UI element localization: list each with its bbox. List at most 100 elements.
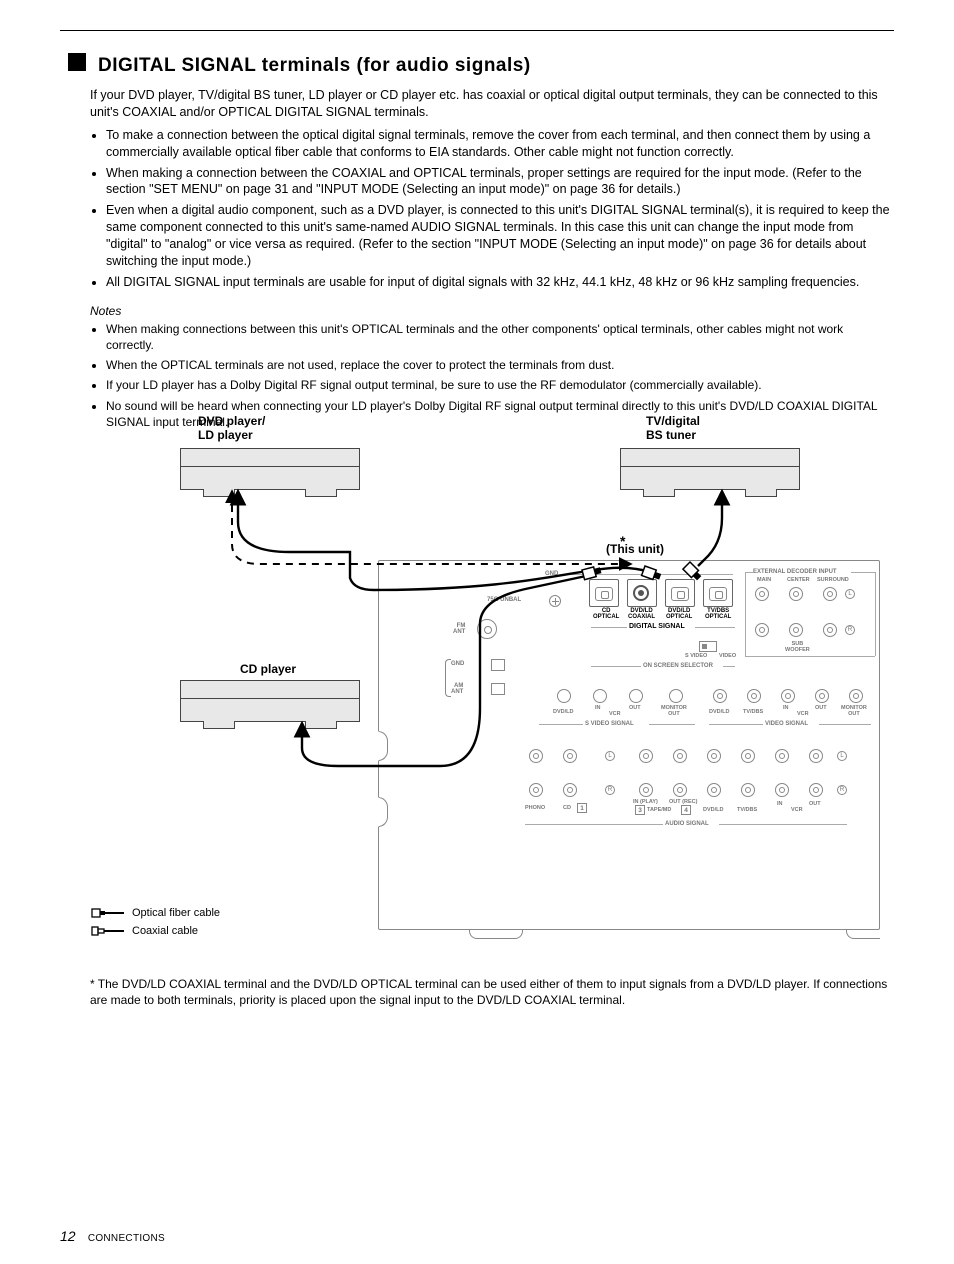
rx-a-tv-lbl: TV/DBS: [737, 807, 757, 813]
rx-a-vin-lbl: IN: [777, 801, 783, 807]
rx-a-vcr-in-r: [775, 783, 789, 797]
rx-a-num1: 1: [577, 803, 587, 813]
rx-a-num3: 3: [635, 805, 645, 815]
receiver-rear-panel: 75Ω UNBAL FM ANT GND AM ANT GND CD OPTIC…: [378, 560, 880, 930]
note-item: If your LD player has a Dolby Digital RF…: [106, 377, 894, 393]
coax-legend-label: Coaxial cable: [132, 925, 198, 937]
rx-v-mon: [849, 689, 863, 703]
rx-v-in-lbl: IN: [783, 705, 789, 711]
rx-a-tape-lbl: TAPE/MD: [647, 807, 671, 813]
rx-a-phono-lbl: PHONO: [525, 805, 545, 811]
rx-ext-surr-l: [823, 587, 837, 601]
rx-tv-opt-label: TV/DBS OPTICAL: [705, 608, 731, 620]
cable-legend: Optical fiber cable Coaxial cable: [90, 906, 220, 942]
intro-bullet: When making a connection between the COA…: [106, 165, 894, 199]
rx-v-out-lbl: OUT: [815, 705, 827, 711]
rx-v-tv: [747, 689, 761, 703]
rx-ext-center-jack: [789, 587, 803, 601]
rx-sv-out-lbl: OUT: [629, 705, 641, 711]
rx-dvd-coax-label: DVD/LD COAXIAL: [628, 608, 655, 620]
rx-a-L-lbl2: L: [837, 751, 847, 761]
rx-a-cd-l: [563, 749, 577, 763]
notes-block: Notes When making connections between th…: [90, 303, 894, 430]
dvd-player-label: DVD player/ LD player: [198, 414, 265, 442]
rx-ext-main-l: [755, 587, 769, 601]
rx-cd-optical-label: CD OPTICAL: [593, 608, 619, 620]
rx-am-post-icon: [491, 683, 505, 695]
rx-a-vcr-lbl: VCR: [791, 807, 803, 813]
rx-a-num4: 4: [681, 805, 691, 815]
rx-a-tape-out-r: [673, 783, 687, 797]
intro-bullet: Even when a digital audio component, suc…: [106, 202, 894, 270]
rx-ext-main-r: [755, 623, 769, 637]
rx-digital-section: DIGITAL SIGNAL: [629, 623, 685, 630]
optical-legend-label: Optical fiber cable: [132, 907, 220, 919]
tv-tuner-box: [620, 448, 800, 490]
tv-tuner-label: TV/digital BS tuner: [646, 414, 700, 442]
rx-sv-dvd-lbl: DVD/LD: [553, 709, 573, 715]
rx-gnd-label: GND: [545, 571, 558, 577]
optical-plug-icon: [90, 906, 124, 920]
coax-plug-icon: [90, 924, 124, 938]
rx-a-tape-out-l: [673, 749, 687, 763]
rx-sv-section: S VIDEO SIGNAL: [585, 721, 634, 727]
rx-v-vcr-out: [815, 689, 829, 703]
rx-ext-l: L: [845, 589, 855, 599]
rx-ext-surr: SURROUND: [817, 577, 849, 583]
rx-v-tv-lbl: TV/DBS: [743, 709, 763, 715]
rx-a-tv-l: [741, 749, 755, 763]
page-footer: 12 CONNECTIONS: [60, 1228, 165, 1244]
rx-sv-vcr-out: [629, 689, 643, 703]
post-diagram-note-text: * The DVD/LD COAXIAL terminal and the DV…: [90, 976, 894, 1008]
rx-fm-jack-icon: [477, 619, 497, 639]
rx-onscreen-switch-icon: [699, 641, 717, 652]
rx-75-unbal: 75Ω UNBAL: [487, 597, 521, 603]
cd-player-box: [180, 680, 360, 722]
rx-sv-in-lbl: IN: [595, 705, 601, 711]
rx-v-dvd-lbl: DVD/LD: [709, 709, 729, 715]
rx-ant-bracket: [445, 659, 451, 697]
cd-player-label: CD player: [240, 662, 296, 676]
rx-a-vcr-in-l: [775, 749, 789, 763]
rx-v-dvd: [713, 689, 727, 703]
note-item: When the OPTICAL terminals are not used,…: [106, 357, 894, 373]
notes-heading: Notes: [90, 303, 894, 319]
rx-sv-mon: [669, 689, 683, 703]
running-head: CONNECTIONS: [88, 1233, 165, 1244]
top-rule: [60, 30, 894, 31]
intro-block: If your DVD player, TV/digital BS tuner,…: [90, 87, 894, 291]
unit-label: (This unit): [606, 542, 664, 556]
rx-a-section: AUDIO SIGNAL: [665, 821, 709, 827]
rx-v-vcr-lbl: VCR: [797, 711, 809, 717]
intro-bullet: All DIGITAL SIGNAL input terminals are u…: [106, 274, 894, 291]
section-heading: DIGITAL SIGNAL terminals (for audio sign…: [98, 55, 531, 77]
intro-para: If your DVD player, TV/digital BS tuner,…: [90, 87, 894, 121]
rx-v-mon-lbl: MONITOR OUT: [841, 705, 867, 717]
rx-v-section: VIDEO SIGNAL: [765, 721, 808, 727]
page-number: 12: [60, 1228, 76, 1244]
rx-a-vcr-out-r: [809, 783, 823, 797]
rx-a-tape-in-l: [639, 749, 653, 763]
rx-onscreen-v: VIDEO: [719, 653, 736, 659]
rx-ext-dec-label: EXTERNAL DECODER INPUT: [753, 569, 837, 575]
rx-ext-main: MAIN: [757, 577, 771, 583]
rx-a-L-lbl: L: [605, 751, 615, 761]
rx-ant-gnd: GND: [451, 661, 464, 667]
rx-ext-sub: [789, 623, 803, 637]
dvd-player-box: [180, 448, 360, 490]
rx-fm-ant: FM ANT: [453, 623, 465, 635]
rx-onscreen-sv: S VIDEO: [685, 653, 707, 659]
rx-a-R-lbl: R: [605, 785, 615, 795]
rx-dvd-opt-label: DVD/LD OPTICAL: [666, 608, 692, 620]
rx-a-R-lbl2: R: [837, 785, 847, 795]
rx-a-tv-r: [741, 783, 755, 797]
rx-a-cd-r: [563, 783, 577, 797]
rx-onscreen-label: ON SCREEN SELECTOR: [643, 663, 713, 669]
rx-a-phono-r: [529, 783, 543, 797]
rx-a-cd-lbl: CD: [563, 805, 571, 811]
intro-bullet: To make a connection between the optical…: [106, 127, 894, 161]
rx-a-dvd-lbl: DVD/LD: [703, 807, 723, 813]
rx-ext-center: CENTER: [787, 577, 810, 583]
rx-a-phono-l: [529, 749, 543, 763]
rx-a-vcr-out-l: [809, 749, 823, 763]
